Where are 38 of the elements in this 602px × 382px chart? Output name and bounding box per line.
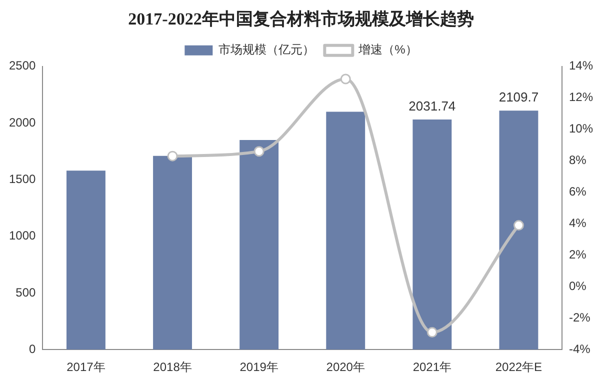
point [167,150,178,162]
y-tick-label: 2500 [8,58,36,73]
y2-tick-label: 14% [568,58,594,73]
y2-tick-label: 6% [568,184,587,199]
bar [326,112,366,350]
y-tick-label: 500 [16,285,36,300]
y2-tick-label: -2% [568,310,591,324]
y-tick-label: 1500 [8,172,36,186]
y2-tick-label: 0% [568,278,587,293]
y2-tick-label: -4% [568,342,591,356]
x-tick-label: 2019年 [240,360,278,374]
point [426,327,438,338]
data-label: 2031.74 [408,98,456,114]
y2-tick-label: 8% [568,153,587,168]
y2-tick-label: 4% [568,216,587,230]
bar [153,156,192,350]
y2-tick-label: 10% [568,122,594,136]
y-tick-label: 0 [29,342,36,356]
bar [412,119,452,350]
y-tick-label: 2000 [8,115,36,130]
bar [240,140,279,350]
x-tick-label: 2022年E [495,360,542,374]
point [513,220,524,231]
x-tick-label: 2020年 [326,360,365,374]
data-label: 2109.7 [498,90,539,105]
chart-title: 2017-2022年中国复合材料市场规模及增长趋势 [128,10,474,29]
legend-label: 增速（%） [358,42,418,57]
y2-tick-label: 12% [568,90,594,104]
point [254,146,264,157]
y-tick-label: 1000 [8,228,36,243]
point [340,74,351,84]
x-tick-label: 2021年 [412,360,452,374]
bar [499,110,538,350]
y2-tick-label: 2% [568,248,587,262]
legend-label: 市场规模（亿元） [218,42,315,57]
bar [66,170,106,350]
x-tick-label: 2017年 [66,360,106,374]
x-tick-label: 2018年 [153,360,192,374]
